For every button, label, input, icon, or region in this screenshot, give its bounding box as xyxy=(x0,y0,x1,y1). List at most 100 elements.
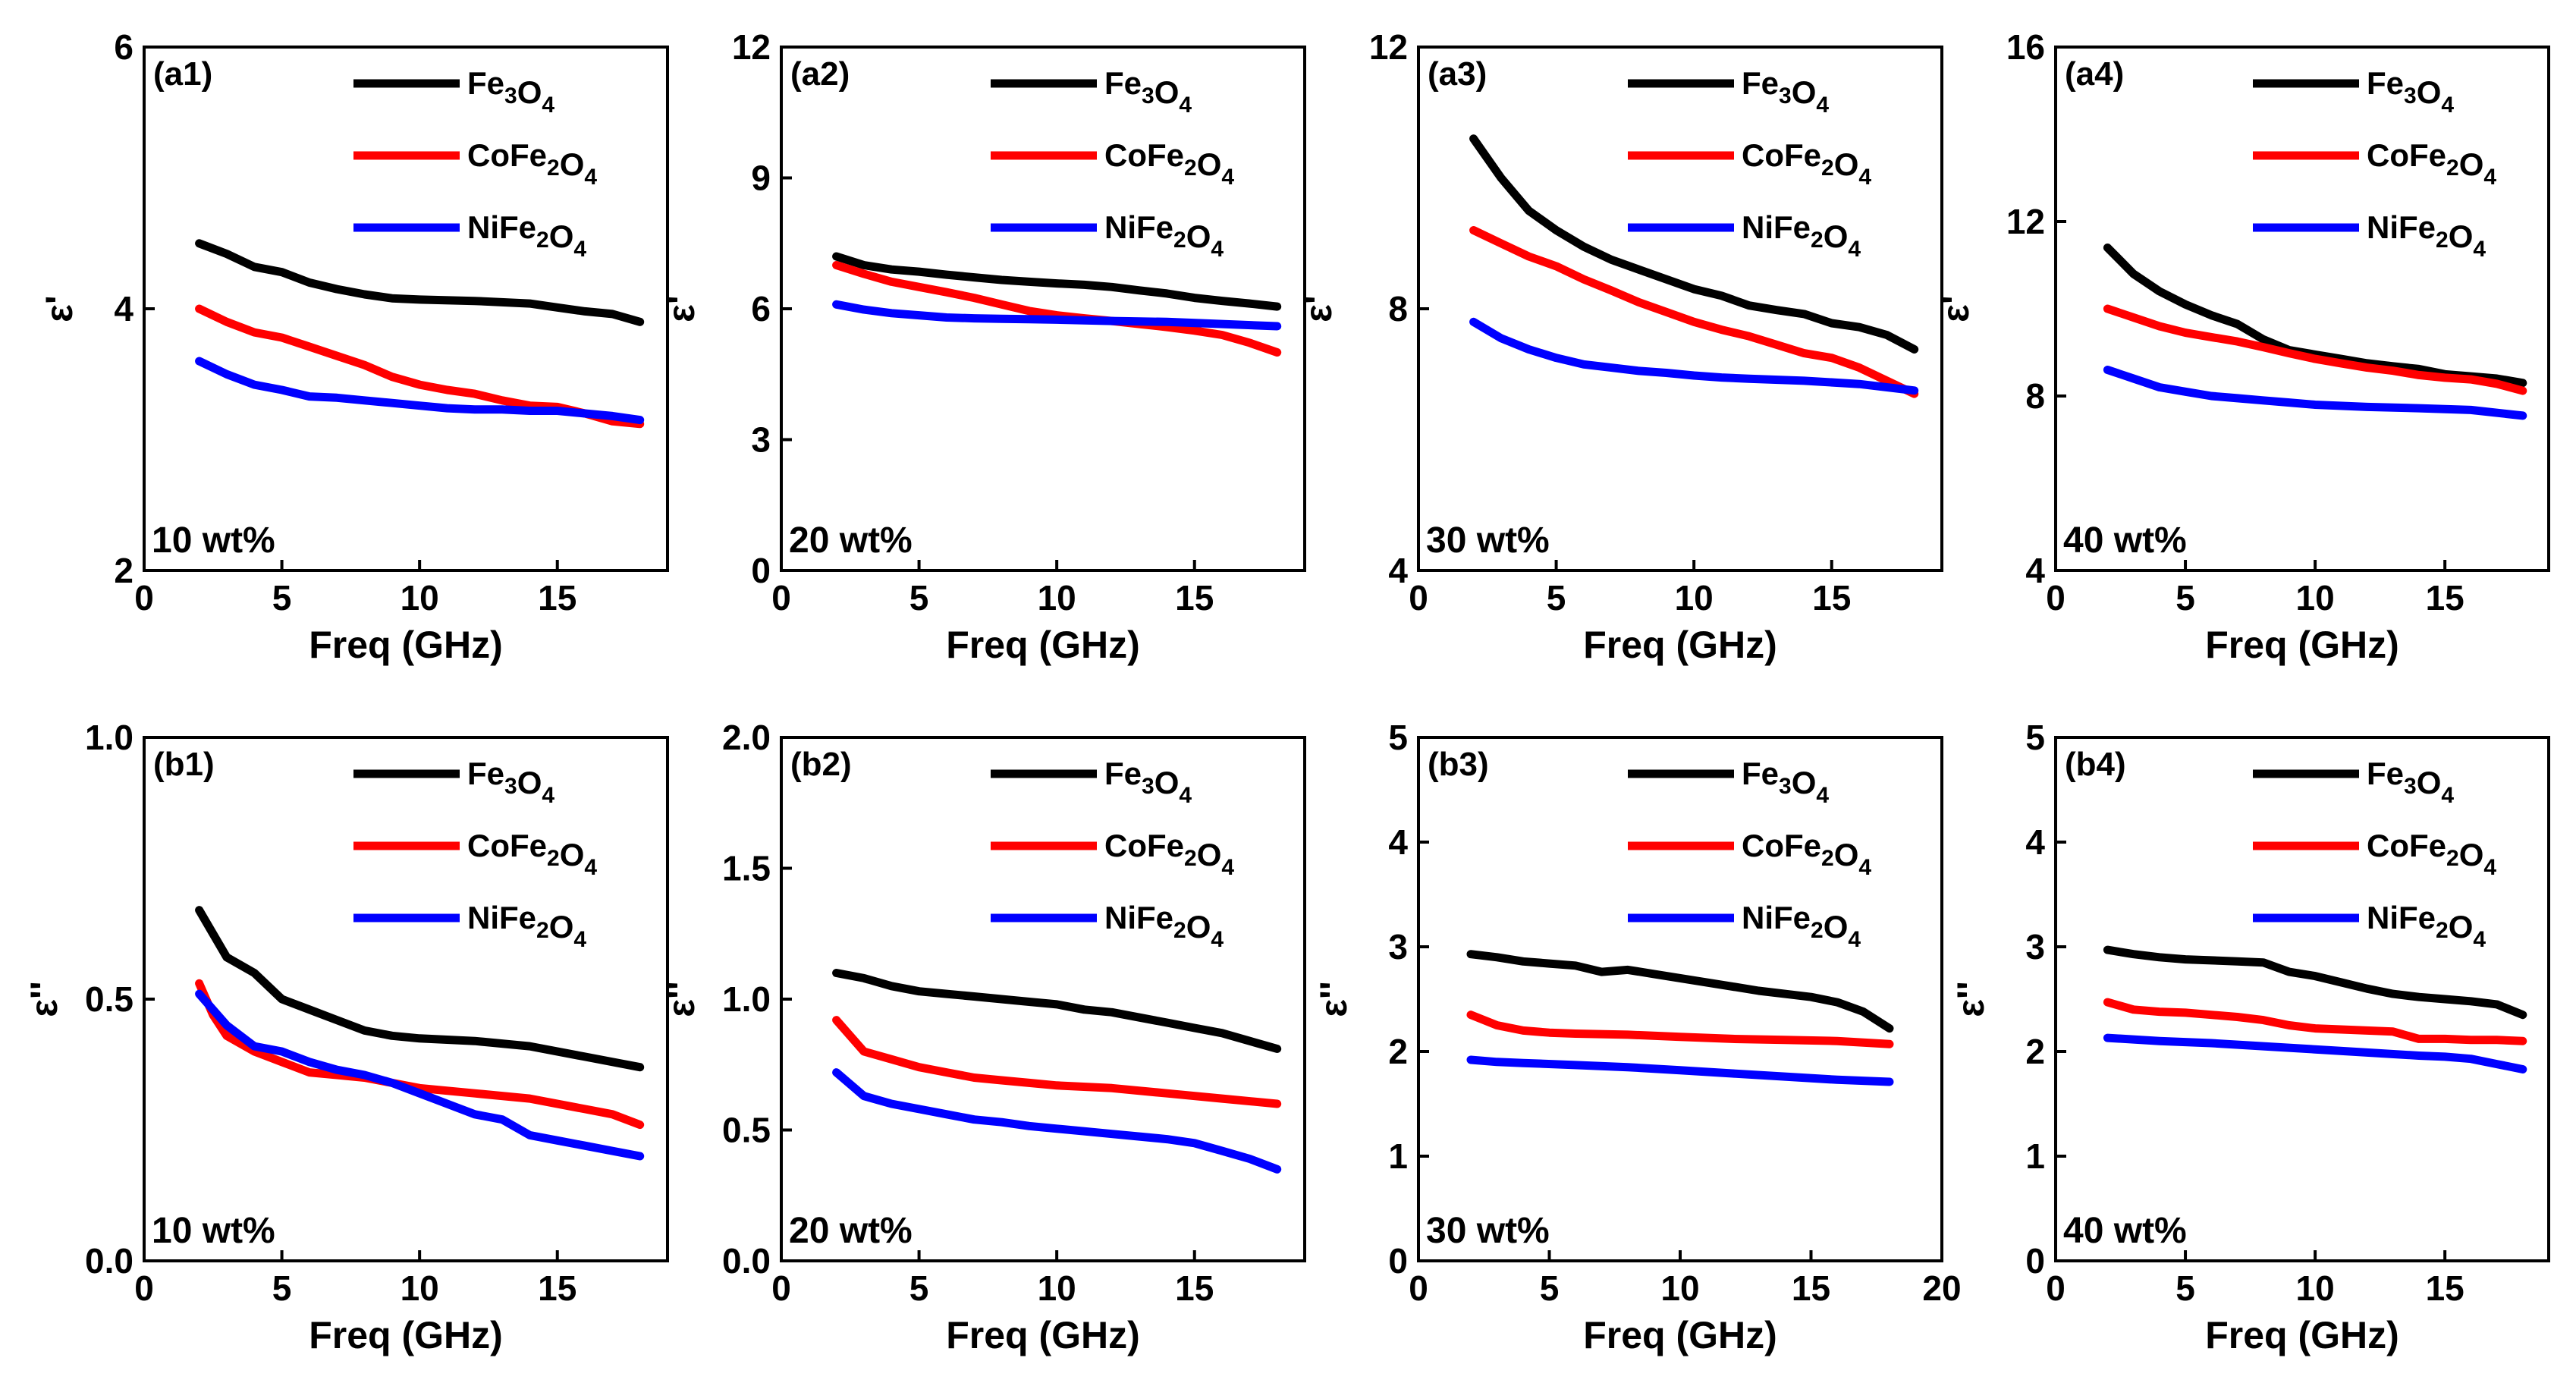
plot-frame xyxy=(1417,46,1943,572)
panel-b3: 0 5 10 15 20 0 1 2 3 4 5 Freq (GHz) ε'' (b3) 30 wt% Fe3… xyxy=(1312,718,1962,1356)
legend-label: NiFe2O4 xyxy=(1742,900,1861,952)
y-tick-label: 1.0 xyxy=(85,718,134,757)
x-tick-label: 15 xyxy=(1175,1268,1214,1308)
x-tick-label: 5 xyxy=(2175,578,2195,618)
y-tick-label: 9 xyxy=(751,159,771,198)
y-axis-title: ε'' xyxy=(660,981,702,1017)
x-tick-label: 15 xyxy=(2426,578,2464,618)
plot-frame xyxy=(1417,736,1943,1262)
y-tick-label: 0.5 xyxy=(722,1111,771,1150)
legend-label: Fe3O4 xyxy=(1104,756,1192,808)
x-tick-label: 0 xyxy=(2046,1268,2066,1308)
y-tick-label: 4 xyxy=(2025,822,2045,862)
x-tick-label: 5 xyxy=(272,1268,292,1308)
y-axis-title: ε'' xyxy=(1312,981,1355,1017)
series-line-NiFe2O4 xyxy=(195,989,645,1161)
x-tick-label: 10 xyxy=(1038,578,1076,618)
legend-label: CoFe2O4 xyxy=(1104,137,1234,190)
x-axis-title: Freq (GHz) xyxy=(2205,1314,2399,1356)
y-axis-title: ε' xyxy=(38,295,80,322)
y-tick-label: 6 xyxy=(751,289,771,328)
y-axis-title: ε'' xyxy=(1949,981,1992,1017)
x-tick-label: 15 xyxy=(1175,578,1214,618)
loading-label: 20 wt% xyxy=(789,1211,913,1251)
legend-label: NiFe2O4 xyxy=(1742,209,1861,262)
y-tick-label: 0 xyxy=(751,551,771,590)
x-axis-title: Freq (GHz) xyxy=(946,624,1140,666)
series-line-NiFe2O4 xyxy=(195,357,645,425)
y-tick-label: 2.0 xyxy=(722,718,771,757)
series-line-Fe3O4 xyxy=(1466,950,1894,1033)
series-line-Fe3O4 xyxy=(832,252,1282,311)
loading-label: 30 wt% xyxy=(1426,1211,1550,1251)
y-tick-label: 1 xyxy=(2025,1136,2045,1176)
panel-b1: 0 5 10 15 0.0 0.5 1.0 Freq (GHz) ε'' (b1) 10 wt% Fe… xyxy=(23,718,669,1356)
legend-label: Fe3O4 xyxy=(1742,756,1829,808)
series-line-Fe3O4 xyxy=(832,969,1282,1053)
x-tick-label: 10 xyxy=(401,1268,439,1308)
y-tick-label: 12 xyxy=(732,27,771,67)
x-tick-label: 0 xyxy=(2046,578,2066,618)
x-tick-label: 15 xyxy=(2426,1268,2464,1308)
panel-a4: 0 5 10 15 4 8 12 16 Freq (GHz) ε' (a4) 40 wt% Fe3O4 C… xyxy=(1934,27,2550,666)
legend-label: CoFe2O4 xyxy=(467,828,597,880)
y-tick-label: 12 xyxy=(1369,27,1408,67)
panel-tag: (a4) xyxy=(2065,55,2124,93)
x-tick-label: 0 xyxy=(134,1268,154,1308)
y-tick-label: 2 xyxy=(2025,1032,2045,1071)
x-tick-label: 10 xyxy=(1660,1268,1699,1308)
y-tick-label: 1.5 xyxy=(722,849,771,888)
x-tick-label: 0 xyxy=(134,578,154,618)
series-line-CoFe2O4 xyxy=(832,1016,1282,1108)
series-line-NiFe2O4 xyxy=(2103,1033,2527,1073)
y-axis-title: ε' xyxy=(1297,295,1340,322)
x-tick-label: 5 xyxy=(1540,1268,1560,1308)
series-line-NiFe2O4 xyxy=(832,1068,1282,1174)
legend-label: CoFe2O4 xyxy=(1742,137,1871,190)
y-axis-title: ε'' xyxy=(23,981,65,1017)
legend-label: NiFe2O4 xyxy=(2367,900,2486,952)
panel-a3: 0 5 10 15 4 8 12 Freq (GHz) ε' (a3) 30 wt% Fe3O4 CoF… xyxy=(1297,27,1943,666)
panel-tag: (a1) xyxy=(153,55,212,93)
x-tick-label: 0 xyxy=(771,1268,791,1308)
x-tick-label: 10 xyxy=(1038,1268,1076,1308)
y-tick-label: 4 xyxy=(114,289,134,328)
plot-frame xyxy=(143,736,669,1262)
y-tick-label: 12 xyxy=(2006,202,2045,241)
x-tick-label: 20 xyxy=(1922,1268,1961,1308)
legend-label: Fe3O4 xyxy=(2367,65,2454,118)
legend-label: NiFe2O4 xyxy=(467,209,586,262)
loading-label: 30 wt% xyxy=(1426,520,1550,561)
x-tick-label: 15 xyxy=(538,578,576,618)
x-tick-label: 15 xyxy=(1792,1268,1830,1308)
y-tick-label: 2 xyxy=(114,551,134,590)
x-axis-title: Freq (GHz) xyxy=(309,1314,503,1356)
y-tick-label: 2 xyxy=(1388,1032,1408,1071)
series-line-NiFe2O4 xyxy=(1466,1055,1894,1086)
y-tick-label: 0.0 xyxy=(85,1241,134,1281)
series-line-CoFe2O4 xyxy=(2103,998,2527,1045)
legend-label: CoFe2O4 xyxy=(1742,828,1871,880)
panel-tag: (b3) xyxy=(1428,746,1489,783)
x-tick-label: 15 xyxy=(538,1268,576,1308)
series-line-Fe3O4 xyxy=(195,906,645,1072)
x-tick-label: 0 xyxy=(1409,578,1428,618)
x-axis-title: Freq (GHz) xyxy=(309,624,503,666)
y-tick-label: 3 xyxy=(1388,927,1408,967)
panel-a1: 0 5 10 15 2 4 6 Freq (GHz) ε' (a1) 10 wt% Fe3O4 CoFe… xyxy=(38,27,669,666)
series-line-Fe3O4 xyxy=(1469,134,1919,354)
series-line-CoFe2O4 xyxy=(1466,1011,1894,1048)
x-axis-title: Freq (GHz) xyxy=(946,1314,1140,1356)
y-axis-title: ε' xyxy=(660,295,702,322)
y-tick-label: 1 xyxy=(1388,1136,1408,1176)
y-axis-title: ε' xyxy=(1934,295,1977,322)
y-tick-label: 16 xyxy=(2006,27,2045,67)
loading-label: 10 wt% xyxy=(152,1211,275,1251)
series-line-Fe3O4 xyxy=(2103,945,2527,1020)
y-tick-label: 0 xyxy=(1388,1241,1408,1281)
x-tick-label: 15 xyxy=(1812,578,1851,618)
y-tick-label: 4 xyxy=(1388,551,1408,590)
y-tick-label: 8 xyxy=(1388,289,1408,328)
y-tick-label: 1.0 xyxy=(722,979,771,1019)
y-tick-label: 0.0 xyxy=(722,1241,771,1281)
